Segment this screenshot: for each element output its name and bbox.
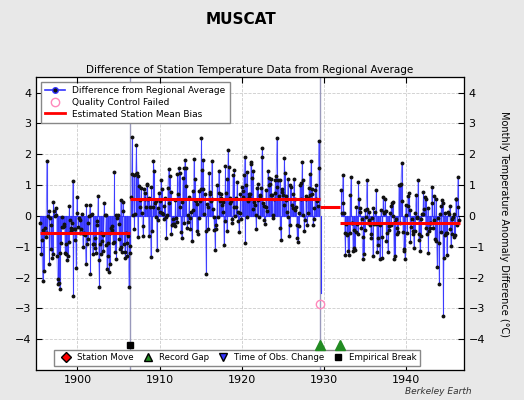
- Y-axis label: Monthly Temperature Anomaly Difference (°C): Monthly Temperature Anomaly Difference (…: [499, 111, 509, 337]
- Legend: Station Move, Record Gap, Time of Obs. Change, Empirical Break: Station Move, Record Gap, Time of Obs. C…: [54, 350, 420, 366]
- Title: Difference of Station Temperature Data from Regional Average: Difference of Station Temperature Data f…: [86, 65, 413, 75]
- Text: Berkeley Earth: Berkeley Earth: [405, 387, 472, 396]
- Text: MUSCAT: MUSCAT: [205, 12, 277, 27]
